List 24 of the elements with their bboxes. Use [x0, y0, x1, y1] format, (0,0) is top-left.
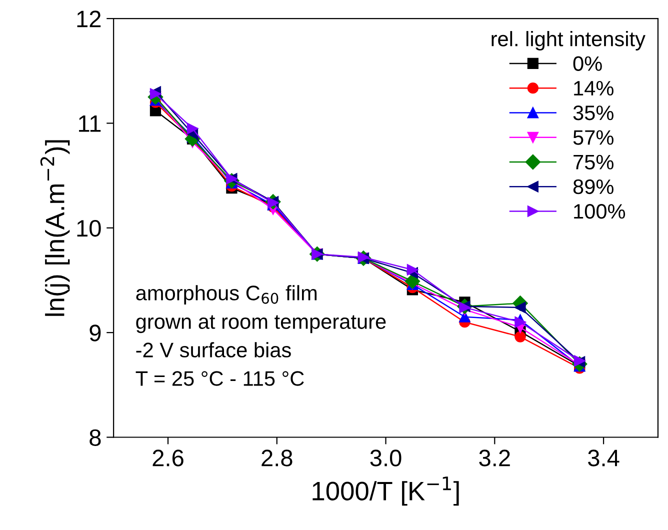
legend-label: 0%: [573, 56, 602, 71]
legend-label: 75%: [574, 154, 614, 170]
x-axis-title: 1000/T [K$^{−1}$]: [312, 476, 459, 506]
legend-label: 89%: [573, 179, 614, 194]
x-tick-label: 3.2: [479, 450, 510, 466]
annotation: grown at room temperature: [136, 315, 386, 334]
y-tick-label: 9: [90, 324, 101, 342]
y-tick-label: 10: [77, 220, 101, 237]
annotation: T = 25 °C - 115 °C: [136, 371, 304, 386]
legend-label: 14%: [574, 80, 614, 96]
x-tick-label: 3.0: [370, 450, 402, 466]
legend-label: 35%: [573, 105, 614, 120]
legend-label: 100%: [574, 204, 626, 219]
annotation: amorphous C$_{60}$ film: [136, 285, 317, 305]
y-axis-title: ln(j) [ln(A.m$^{−2}$)]: [40, 140, 70, 316]
legend-title: rel. light intensity: [492, 31, 646, 50]
y-tick-label: 8: [90, 429, 101, 446]
x-tick-label: 2.6: [152, 450, 184, 466]
x-tick-label: 3.4: [588, 450, 620, 466]
x-tick-label: 2.8: [262, 450, 292, 466]
y-tick-label: 11: [79, 116, 101, 132]
y-tick-label: 12: [77, 10, 101, 28]
annotation: -2 V surface bias: [136, 342, 291, 358]
legend-label: 57%: [573, 130, 614, 145]
